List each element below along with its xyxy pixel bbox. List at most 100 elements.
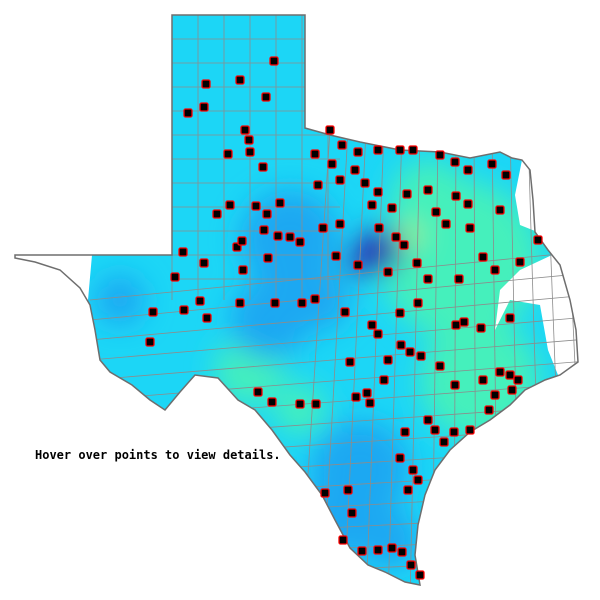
station-point[interactable] [533,235,543,245]
station-point[interactable] [275,198,285,208]
station-point[interactable] [238,265,248,275]
station-point[interactable] [263,253,273,263]
station-point[interactable] [400,427,410,437]
station-point[interactable] [515,257,525,267]
station-point[interactable] [441,219,451,229]
station-point[interactable] [439,437,449,447]
station-point[interactable] [463,165,473,175]
station-point[interactable] [423,274,433,284]
station-point[interactable] [501,170,511,180]
station-point[interactable] [235,298,245,308]
station-point[interactable] [423,185,433,195]
station-point[interactable] [360,178,370,188]
station-point[interactable] [402,189,412,199]
station-point[interactable] [335,219,345,229]
station-point[interactable] [273,231,283,241]
station-point[interactable] [408,465,418,475]
station-point[interactable] [325,125,335,135]
station-point[interactable] [373,545,383,555]
station-point[interactable] [269,56,279,66]
station-point[interactable] [199,258,209,268]
station-point[interactable] [490,390,500,400]
station-point[interactable] [310,149,320,159]
station-point[interactable] [490,265,500,275]
station-point[interactable] [235,75,245,85]
station-point[interactable] [396,340,406,350]
station-point[interactable] [413,298,423,308]
station-point[interactable] [397,547,407,557]
station-point[interactable] [406,560,416,570]
station-point[interactable] [365,398,375,408]
station-point[interactable] [259,225,269,235]
station-point[interactable] [240,125,250,135]
station-point[interactable] [199,102,209,112]
station-point[interactable] [318,223,328,233]
station-point[interactable] [513,375,523,385]
station-point[interactable] [395,453,405,463]
station-point[interactable] [405,347,415,357]
station-point[interactable] [412,258,422,268]
station-point[interactable] [465,425,475,435]
station-point[interactable] [450,157,460,167]
station-point[interactable] [423,415,433,425]
station-point[interactable] [357,546,367,556]
station-point[interactable] [431,207,441,217]
station-point[interactable] [267,397,277,407]
station-point[interactable] [237,236,247,246]
station-point[interactable] [201,79,211,89]
station-point[interactable] [353,147,363,157]
station-point[interactable] [391,232,401,242]
station-point[interactable] [395,308,405,318]
station-point[interactable] [335,175,345,185]
station-point[interactable] [454,274,464,284]
station-points[interactable] [145,56,543,580]
station-point[interactable] [383,355,393,365]
station-point[interactable] [435,150,445,160]
station-point[interactable] [350,165,360,175]
station-point[interactable] [450,380,460,390]
station-point[interactable] [362,388,372,398]
station-point[interactable] [403,485,413,495]
station-point[interactable] [320,488,330,498]
station-point[interactable] [399,240,409,250]
station-point[interactable] [145,337,155,347]
station-point[interactable] [465,223,475,233]
station-point[interactable] [170,272,180,282]
station-point[interactable] [373,329,383,339]
station-point[interactable] [258,162,268,172]
station-point[interactable] [195,296,205,306]
station-point[interactable] [270,298,280,308]
station-point[interactable] [245,147,255,157]
station-point[interactable] [459,317,469,327]
station-point[interactable] [451,320,461,330]
station-point[interactable] [478,375,488,385]
station-point[interactable] [413,475,423,485]
station-point[interactable] [395,145,405,155]
station-point[interactable] [337,140,347,150]
station-point[interactable] [295,399,305,409]
station-point[interactable] [367,320,377,330]
station-point[interactable] [148,307,158,317]
station-point[interactable] [251,201,261,211]
station-point[interactable] [179,305,189,315]
station-point[interactable] [223,149,233,159]
station-point[interactable] [387,543,397,553]
station-point[interactable] [327,159,337,169]
station-point[interactable] [435,361,445,371]
station-point[interactable] [253,387,263,397]
station-point[interactable] [379,375,389,385]
station-point[interactable] [178,247,188,257]
station-point[interactable] [487,159,497,169]
station-point[interactable] [202,313,212,323]
station-point[interactable] [331,251,341,261]
station-point[interactable] [495,205,505,215]
station-point[interactable] [408,145,418,155]
station-point[interactable] [313,180,323,190]
station-point[interactable] [343,485,353,495]
station-point[interactable] [451,191,461,201]
station-point[interactable] [463,199,473,209]
station-point[interactable] [373,145,383,155]
station-point[interactable] [495,367,505,377]
station-point[interactable] [430,425,440,435]
station-point[interactable] [261,92,271,102]
